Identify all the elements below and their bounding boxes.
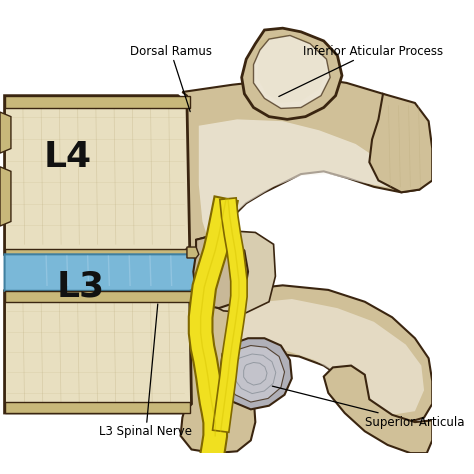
Text: Inferior Aticular Process: Inferior Aticular Process [279, 45, 443, 97]
Polygon shape [241, 299, 424, 415]
Polygon shape [181, 291, 255, 453]
Polygon shape [193, 235, 248, 308]
Text: Dorsal Ramus: Dorsal Ramus [130, 45, 212, 112]
Polygon shape [212, 198, 247, 432]
Polygon shape [187, 247, 199, 258]
Text: L4: L4 [43, 140, 91, 174]
Polygon shape [182, 77, 428, 303]
Polygon shape [324, 365, 432, 453]
Polygon shape [0, 167, 11, 226]
Polygon shape [5, 96, 190, 108]
Polygon shape [189, 196, 238, 470]
Polygon shape [5, 291, 191, 413]
Polygon shape [237, 285, 432, 422]
Polygon shape [5, 402, 190, 413]
Text: Superior Articula: Superior Articula [273, 386, 465, 428]
Polygon shape [199, 119, 406, 249]
Text: L3 Spinal Nerve: L3 Spinal Nerve [100, 304, 192, 438]
Text: L3: L3 [56, 270, 104, 304]
Polygon shape [257, 35, 327, 103]
Polygon shape [254, 36, 330, 109]
Polygon shape [5, 96, 190, 255]
Polygon shape [5, 255, 199, 291]
Polygon shape [221, 338, 292, 410]
Polygon shape [369, 94, 432, 192]
Polygon shape [226, 346, 284, 402]
Polygon shape [0, 112, 11, 153]
Polygon shape [5, 249, 190, 258]
Polygon shape [196, 231, 275, 313]
Polygon shape [5, 291, 191, 302]
Polygon shape [242, 28, 342, 119]
